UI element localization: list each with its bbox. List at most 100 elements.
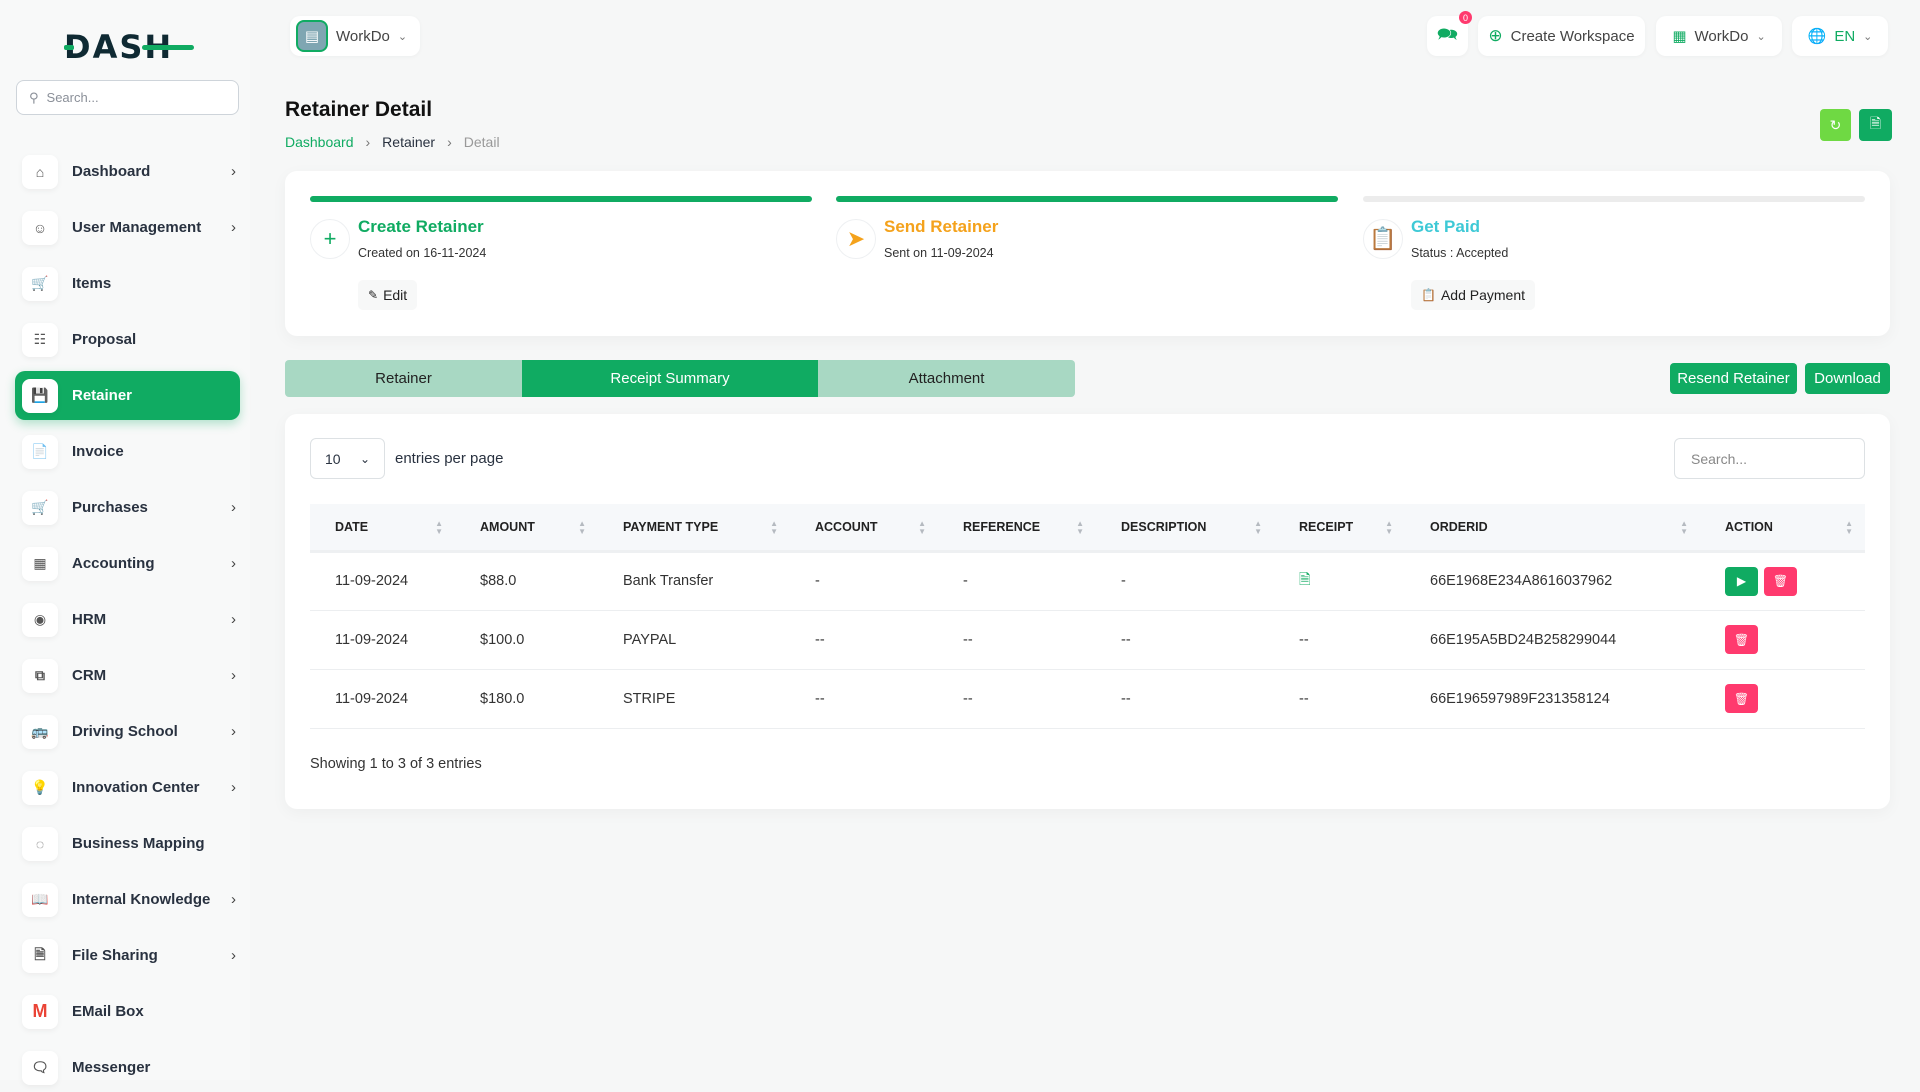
table-cell: 66E195A5BD24B258299044 [1405, 610, 1700, 670]
column-header-account[interactable]: ACCOUNT ▲ ▼ [790, 504, 938, 553]
delete-button[interactable]: 🗑 [1764, 566, 1797, 596]
step-title: Send Retainer [884, 217, 999, 236]
retainer-icon: 💾 [22, 378, 58, 413]
workspace-dropdown[interactable]: ▤ WorkDo ⌄ [290, 16, 420, 56]
sidebar-item-proposal[interactable]: ☷ Proposal [15, 315, 240, 364]
sidebar: DASH ⚲ Search... ⌂ Dashboard › ☺ User Ma… [0, 0, 250, 1085]
column-header-orderid[interactable]: ORDERID ▲ ▼ [1405, 504, 1700, 553]
sort-icon: ▲ ▼ [1680, 519, 1688, 536]
sidebar-item-file-sharing[interactable]: 🗎 File Sharing › [15, 931, 240, 980]
circle-dashed-icon: ◌ [22, 826, 58, 861]
sidebar-item-accounting[interactable]: ▦ Accounting › [15, 539, 240, 588]
dash-logo: DASH [64, 30, 194, 64]
breadcrumb-dashboard[interactable]: Dashboard [285, 134, 354, 150]
page-title: Retainer Detail [285, 98, 433, 121]
column-header-amount[interactable]: AMOUNT ▲ ▼ [455, 504, 598, 553]
sidebar-item-crm[interactable]: ⧉ CRM › [15, 651, 240, 700]
sidebar-item-driving-school[interactable]: 🚌 Driving School › [15, 707, 240, 756]
proposal-icon: ☷ [22, 322, 58, 357]
column-header-description[interactable]: DESCRIPTION ▲ ▼ [1096, 504, 1274, 553]
table-cell: - [1096, 551, 1274, 611]
resend-retainer-button[interactable]: Resend Retainer [1670, 363, 1797, 394]
chevron-right-icon: › [231, 891, 236, 908]
sidebar-item-messenger[interactable]: 🗨 Messenger [15, 1043, 240, 1092]
hrm-icon: ◉ [22, 602, 58, 637]
table-cell: $88.0 [455, 551, 598, 611]
sidebar-item-dashboard[interactable]: ⌂ Dashboard › [15, 147, 240, 196]
sidebar-item-email-box[interactable]: M EMail Box [15, 987, 240, 1036]
view-button[interactable]: ▶ [1725, 566, 1758, 596]
step-progress-track [836, 196, 1338, 202]
sync-button[interactable]: ↻ [1820, 109, 1851, 141]
step-title: Get Paid [1411, 217, 1480, 236]
tab-attachment[interactable]: Attachment [818, 360, 1075, 397]
users-icon: ☺ [22, 210, 58, 245]
table-cell: 66E196597989F231358124 [1405, 669, 1700, 729]
crm-icon: ⧉ [22, 658, 58, 693]
workdo-dropdown[interactable]: ▦ WorkDo ⌄ [1656, 16, 1782, 56]
delete-button[interactable]: 🗑 [1725, 684, 1758, 713]
sort-icon: ▲ ▼ [1254, 519, 1262, 536]
sidebar-item-purchases[interactable]: 🛒 Purchases › [15, 483, 240, 532]
column-header-action[interactable]: ACTION ▲ ▼ [1700, 504, 1865, 553]
tab-receipt-summary[interactable]: Receipt Summary [522, 360, 818, 397]
table-search-input[interactable]: Search... [1674, 438, 1865, 479]
table-row: 11-09-2024 $180.0 STRIPE -- -- -- -- 66E1965979… [310, 669, 1865, 729]
sidebar-item-items[interactable]: 🛒 Items [15, 259, 240, 308]
clipboard-icon: 📋 [1421, 288, 1436, 302]
table-cell: -- [790, 669, 938, 729]
chevron-right-icon: › [231, 499, 236, 516]
column-header-date[interactable]: DATE ▲ ▼ [310, 504, 455, 553]
table-cell: -- [1096, 669, 1274, 729]
column-header-payment-type[interactable]: PAYMENT TYPE ▲ ▼ [598, 504, 790, 553]
chevron-down-icon: ⌄ [397, 30, 408, 43]
book-icon: 📖 [22, 882, 58, 917]
sidebar-item-hrm[interactable]: ◉ HRM › [15, 595, 240, 644]
clipboard-dollar-icon: 📋 [1363, 219, 1403, 259]
chevron-right-icon: › [231, 555, 236, 572]
sidebar-item-user-management[interactable]: ☺ User Management › [15, 203, 240, 252]
bus-icon: 🚌 [22, 714, 58, 749]
messages-button[interactable]: 🗪 0 [1427, 11, 1472, 56]
sidebar-search-input[interactable]: ⚲ Search... [16, 80, 239, 115]
sidebar-item-retainer[interactable]: 💾 Retainer [15, 371, 240, 420]
receipt-file-icon[interactable]: 🗎 [1299, 571, 1311, 588]
sidebar-item-invoice[interactable]: 📄 Invoice [15, 427, 240, 476]
tab-retainer[interactable]: Retainer [285, 360, 522, 397]
add-payment-button[interactable]: 📋 Add Payment [1411, 280, 1536, 310]
chevron-down-icon: ⌄ [359, 451, 370, 466]
step-title: Create Retainer [358, 217, 484, 236]
entries-label: entries per page [395, 450, 504, 467]
breadcrumb-retainer[interactable]: Retainer [382, 134, 436, 150]
column-header-receipt[interactable]: RECEIPT ▲ ▼ [1274, 504, 1405, 553]
download-button[interactable]: Download [1805, 363, 1890, 394]
send-icon: ➤ [836, 219, 876, 259]
create-workspace-button[interactable]: ⊕ Create Workspace [1478, 16, 1645, 56]
language-dropdown[interactable]: 🌐 EN ⌄ [1792, 16, 1888, 56]
chevron-right-icon: › [231, 219, 236, 236]
column-header-reference[interactable]: REFERENCE ▲ ▼ [938, 504, 1096, 553]
apps-icon: ▦ [1672, 28, 1687, 45]
document-button[interactable]: 🗎 [1859, 109, 1892, 141]
table-row: 11-09-2024 $100.0 PAYPAL -- -- -- -- 66E195A5BD… [310, 610, 1865, 670]
table-cell: $180.0 [455, 669, 598, 729]
delete-button[interactable]: 🗑 [1725, 625, 1758, 654]
table-cell: -- [1096, 610, 1274, 670]
table-cell: PAYPAL [598, 610, 790, 670]
plus-circle-icon: ⊕ [1488, 26, 1503, 45]
breadcrumb: Dashboard › Retainer › Detail [285, 134, 500, 150]
sidebar-item-innovation-center[interactable]: 💡 Innovation Center › [15, 763, 240, 812]
step-progress-fill [310, 196, 812, 202]
breadcrumb-detail: Detail [463, 134, 500, 150]
edit-button[interactable]: ✎ Edit [358, 280, 418, 310]
apps-icon: ▦ [22, 546, 58, 581]
step-subtitle: Sent on 11-09-2024 [884, 246, 994, 260]
entries-per-page-select[interactable]: 10 ⌄ [310, 438, 385, 479]
notification-badge: 0 [1459, 11, 1472, 24]
sidebar-item-internal-knowledge[interactable]: 📖 Internal Knowledge › [15, 875, 240, 924]
file-icon: 🗎 [22, 938, 58, 973]
table-row: 11-09-2024 $88.0 Bank Transfer - - - 🗎 66E1968E… [310, 551, 1865, 611]
play-icon: ▶ [1736, 574, 1747, 588]
sidebar-item-business-mapping[interactable]: ◌ Business Mapping [15, 819, 240, 868]
table-cell: 11-09-2024 [310, 669, 455, 729]
